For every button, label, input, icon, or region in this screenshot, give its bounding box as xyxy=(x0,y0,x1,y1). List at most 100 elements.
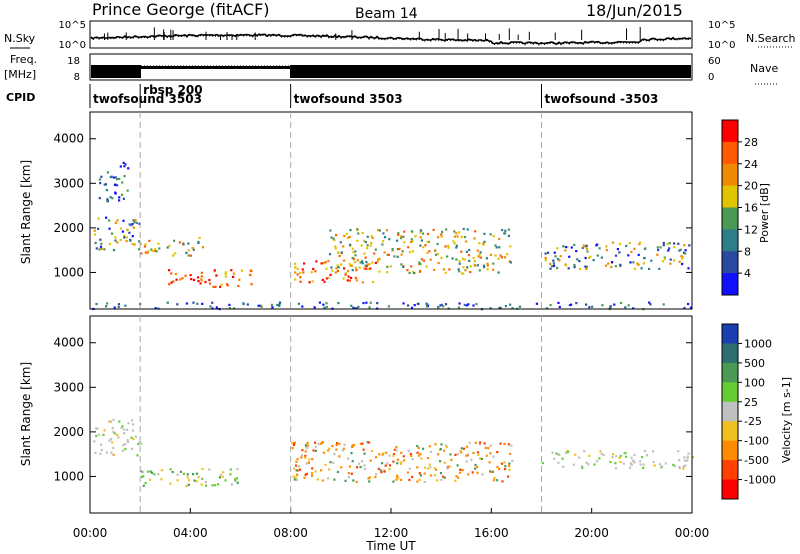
heatmap-cell xyxy=(613,303,616,306)
heatmap-cell xyxy=(633,267,637,270)
heatmap-cell xyxy=(489,452,492,455)
heatmap-cell xyxy=(187,479,191,482)
heatmap-cell xyxy=(331,444,334,448)
heatmap-cell xyxy=(118,177,121,180)
heatmap-cell xyxy=(192,248,195,251)
heatmap-cell xyxy=(403,241,406,244)
heatmap-cell xyxy=(315,260,318,263)
heatmap-cell xyxy=(98,248,101,251)
heatmap-cell xyxy=(172,280,175,283)
heatmap-cell xyxy=(593,463,596,466)
heatmap-cell xyxy=(364,264,367,267)
heatmap-cell xyxy=(95,302,98,306)
heatmap-cell xyxy=(146,470,149,473)
heatmap-cell xyxy=(355,269,358,272)
heatmap-cell xyxy=(387,305,390,308)
heatmap-cell xyxy=(399,462,402,465)
heatmap-cell xyxy=(197,280,200,283)
heatmap-cell xyxy=(678,465,681,468)
heatmap-cell xyxy=(294,464,298,467)
heatmap-cell xyxy=(347,457,350,460)
heatmap-cell xyxy=(476,264,479,267)
heatmap-cell xyxy=(440,443,443,446)
heatmap-cell xyxy=(139,242,142,245)
heatmap-cell xyxy=(549,267,552,270)
heatmap-cell xyxy=(424,244,427,247)
heatmap-cell xyxy=(445,228,448,231)
heatmap-cell xyxy=(198,236,201,239)
heatmap-cell xyxy=(592,259,595,262)
heatmap-cell xyxy=(496,451,499,454)
heatmap-cell xyxy=(383,251,386,254)
colorbar-segment xyxy=(722,401,738,422)
heatmap-cell xyxy=(459,468,462,471)
colorbar-tick-label: 500 xyxy=(744,357,765,370)
heatmap-cell xyxy=(293,441,296,444)
heatmap-cell xyxy=(201,477,204,480)
heatmap-cell xyxy=(471,471,474,474)
heatmap-cell xyxy=(573,266,576,269)
heatmap-cell xyxy=(402,265,405,269)
colorbar-segment xyxy=(722,163,738,187)
noise-search-trace xyxy=(90,34,692,46)
heatmap-cell xyxy=(397,477,400,480)
heatmap-cell xyxy=(587,463,590,466)
heatmap-cell xyxy=(639,463,642,466)
heatmap-cell xyxy=(125,236,129,239)
heatmap-cell xyxy=(509,245,512,248)
heatmap-cell xyxy=(327,477,330,480)
heatmap-cell xyxy=(437,262,440,265)
heatmap-cell xyxy=(499,442,502,445)
heatmap-cell xyxy=(122,197,125,200)
heatmap-cell xyxy=(153,473,156,476)
heatmap-cell xyxy=(250,270,253,273)
heatmap-cell xyxy=(402,302,405,305)
heatmap-cell xyxy=(334,247,337,250)
heatmap-cell xyxy=(124,304,127,307)
heatmap-cell xyxy=(102,433,105,436)
heatmap-cell xyxy=(429,466,432,469)
heatmap-cell xyxy=(498,467,501,471)
heatmap-cell xyxy=(418,472,421,475)
y-tick-label: 2000 xyxy=(53,425,84,439)
heatmap-cell xyxy=(291,447,294,450)
heatmap-cell xyxy=(624,306,627,309)
heatmap-cell xyxy=(475,303,478,306)
heatmap-cell xyxy=(652,460,655,464)
heatmap-cell xyxy=(406,471,410,474)
heatmap-cell xyxy=(433,268,436,271)
heatmap-cell xyxy=(383,236,387,239)
heatmap-cell xyxy=(682,467,685,470)
heatmap-cell xyxy=(124,447,127,451)
heatmap-cell xyxy=(296,273,299,276)
heatmap-cell xyxy=(122,219,125,222)
heatmap-cell xyxy=(382,240,385,243)
heatmap-cell xyxy=(364,240,367,244)
heatmap-cell xyxy=(637,253,640,256)
heatmap-cell xyxy=(410,306,414,309)
heatmap-cell xyxy=(182,472,185,475)
heatmap-cell xyxy=(554,255,557,258)
heatmap-cell xyxy=(348,244,352,248)
heatmap-cell xyxy=(360,244,363,247)
heatmap-cell xyxy=(458,231,461,234)
heatmap-cell xyxy=(426,456,430,460)
heatmap-cell xyxy=(393,255,396,258)
heatmap-cell xyxy=(169,468,172,471)
heatmap-cell xyxy=(485,454,488,457)
heatmap-cell xyxy=(503,256,507,259)
heatmap-cell xyxy=(468,259,471,262)
heatmap-cell xyxy=(213,269,216,272)
heatmap-cell xyxy=(686,456,689,460)
heatmap-cell xyxy=(105,189,108,192)
heatmap-cell xyxy=(479,251,482,254)
heatmap-cell xyxy=(302,271,305,274)
heatmap-cell xyxy=(479,256,482,259)
heatmap-cell xyxy=(370,449,374,452)
heatmap-cell xyxy=(509,452,512,455)
heatmap-cell xyxy=(467,254,470,257)
heatmap-cell xyxy=(501,480,504,483)
heatmap-cell xyxy=(157,242,160,245)
heatmap-cell xyxy=(627,254,630,257)
heatmap-cell xyxy=(306,441,309,444)
